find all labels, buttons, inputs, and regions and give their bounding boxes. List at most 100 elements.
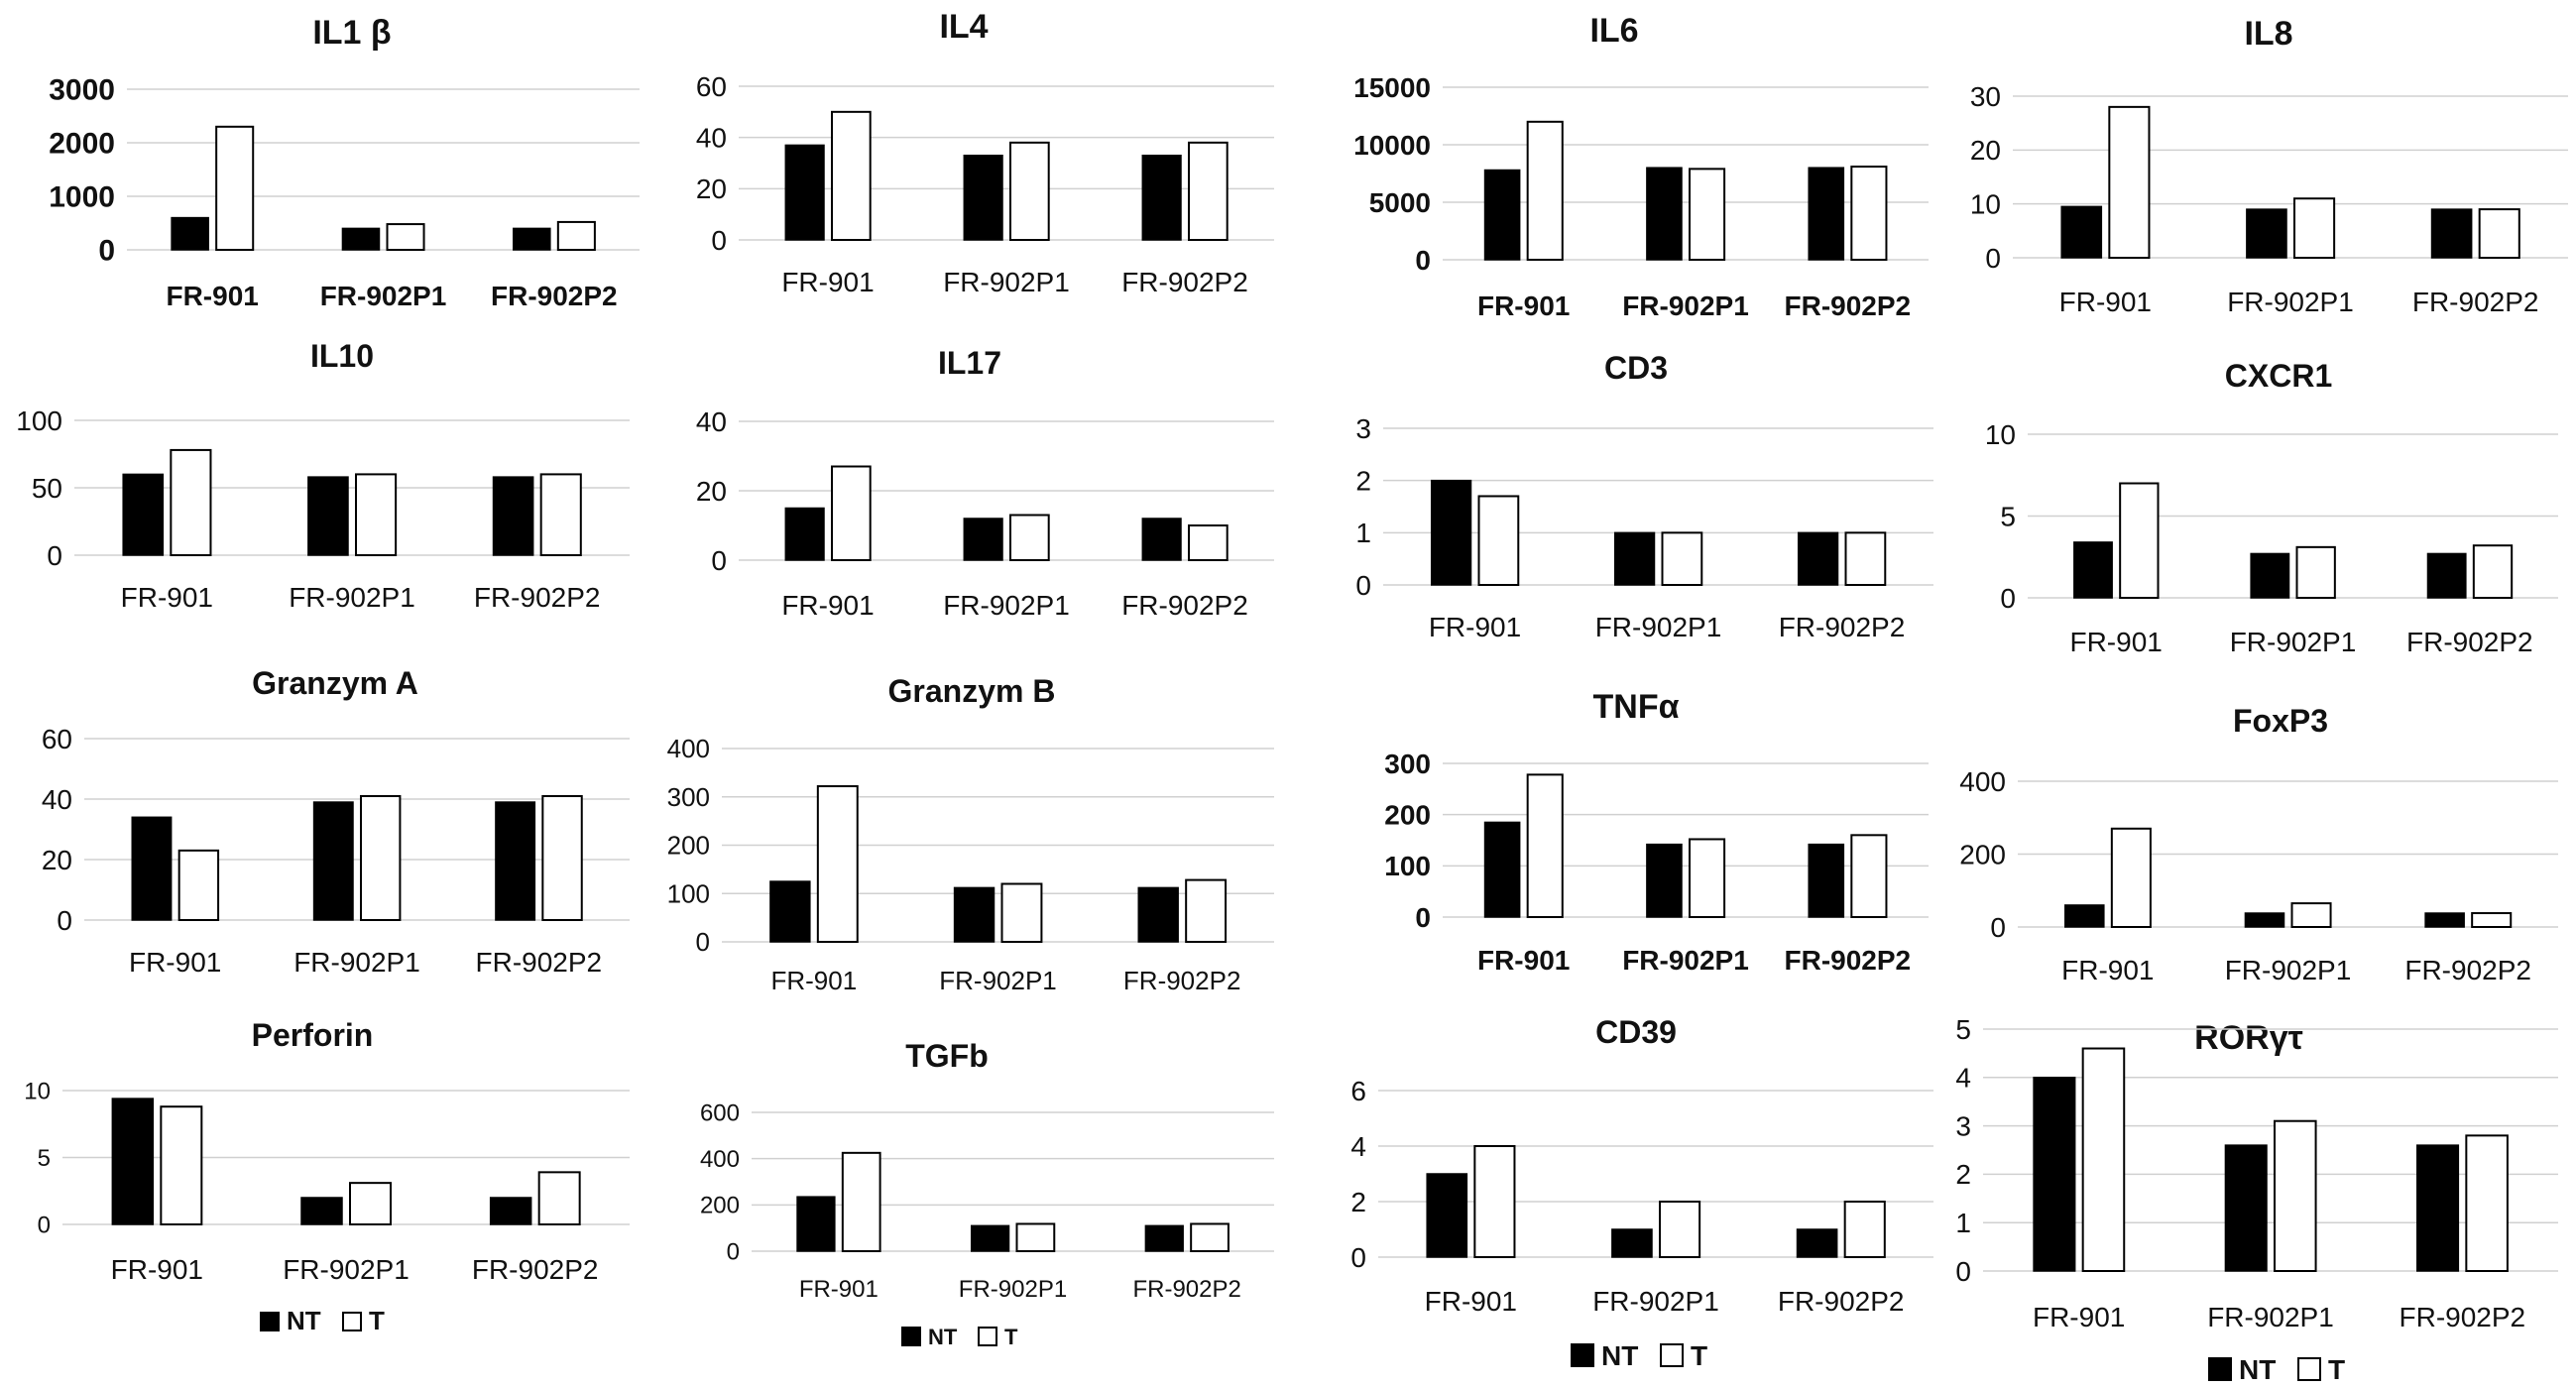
y-tick-label: 400 (1959, 766, 2006, 797)
bar-t-fr-902p1 (1000, 882, 1043, 943)
bar-t-fr-902p1 (1009, 141, 1050, 241)
bar-nt-fr-902p1 (1611, 1228, 1653, 1258)
chart-panel-13: Perforin 0 5 10 FR-901 FR-902P1 FR-902P2 (24, 1017, 630, 1285)
x-tick-label: FR-902P1 (943, 590, 1070, 621)
legend-swatch-nt (1571, 1343, 1594, 1367)
bar-t-fr-902p1 (1689, 168, 1726, 261)
bar-t-fr-902p1 (355, 473, 398, 556)
y-tick-label: 20 (696, 174, 727, 204)
chart-panel-2: IL4 0 20 40 60 FR-901 FR-902P1 FR-902P2 (696, 8, 1274, 297)
bar-nt-fr-902p1 (953, 886, 995, 943)
x-tick-label: FR-902P2 (1779, 612, 1906, 642)
y-tick-label: 0 (47, 540, 62, 571)
bar-t-fr-902p2 (1190, 1222, 1229, 1253)
legend-label-nt: NT (2239, 1354, 2276, 1385)
y-tick-label: 60 (696, 71, 727, 102)
x-tick-label: FR-902P1 (2230, 627, 2357, 657)
legend: NT T (901, 1325, 1018, 1349)
y-tick-label: 0 (1955, 1256, 1971, 1287)
x-tick-label: FR-902P2 (2406, 627, 2533, 657)
x-tick-label: FR-902P2 (474, 582, 601, 613)
chart-panel-11: TNFα 0 100 200 300 FR-901 FR-902P1 FR-902P2 (1384, 688, 1929, 976)
y-tick-label: 0 (727, 1238, 740, 1265)
bar-nt-fr-901 (111, 1098, 155, 1225)
bar-t-fr-902p2 (1850, 834, 1888, 918)
x-tick-label: FR-901 (1429, 612, 1521, 642)
x-tick-label: FR-902P1 (2225, 955, 2352, 985)
chart-title: FoxP3 (2233, 703, 2328, 739)
x-tick-label: FR-902P2 (2400, 1302, 2526, 1332)
bar-nt-fr-902p1 (307, 476, 349, 556)
chart-panel-3: IL6 0 5000 10000 15000 FR-901 FR-902P1 FR-902P2 (1353, 12, 1929, 321)
chart-title: CD3 (1604, 350, 1668, 386)
bar-t-fr-902p1 (2293, 197, 2336, 260)
bar-t-fr-902p2 (1185, 878, 1228, 943)
x-tick-label: FR-902P1 (289, 582, 415, 613)
bar-nt-fr-901 (2073, 541, 2113, 599)
y-tick-label: 600 (700, 1099, 740, 1126)
bar-nt-fr-902p1 (963, 155, 1003, 241)
bar-t-fr-902p2 (1188, 141, 1229, 241)
x-tick-label: FR-901 (2069, 627, 2162, 657)
bar-nt-fr-901 (1426, 1173, 1468, 1258)
bar-t-fr-901 (1473, 1145, 1516, 1258)
bar-nt-fr-901 (2033, 1077, 2076, 1272)
bar-t-fr-901 (831, 465, 872, 561)
y-tick-label: 0 (1985, 243, 2001, 274)
x-tick-label: FR-902P1 (283, 1254, 410, 1285)
legend-swatch-t (1660, 1343, 1684, 1367)
bar-nt-fr-901 (784, 144, 825, 241)
bar-t-fr-901 (2119, 482, 2160, 599)
y-tick-label: 100 (667, 878, 710, 908)
bar-t-fr-902p2 (2478, 208, 2520, 260)
y-tick-label: 15000 (1353, 72, 1431, 103)
x-tick-label: FR-902P1 (939, 966, 1057, 995)
y-tick-label: 2 (1955, 1159, 1971, 1190)
x-tick-label: FR-902P1 (2227, 287, 2354, 317)
y-tick-label: 3 (1955, 1110, 1971, 1141)
bar-nt-fr-902p2 (1808, 167, 1845, 261)
bar-t-fr-901 (841, 1151, 881, 1253)
y-tick-label: 10 (24, 1078, 51, 1104)
chart-panel-4: IL8 0 10 20 30 FR-901 FR-902P1 FR-902P2 (1970, 15, 2568, 317)
y-tick-label: 200 (700, 1193, 740, 1219)
bar-t-fr-902p2 (1843, 1201, 1886, 1258)
chart-panel-16: RORγτ 0 1 2 3 4 5 FR-901 FR-902P1 FR-902P2 (1955, 1014, 2558, 1332)
bar-nt-fr-902p1 (970, 1224, 1010, 1252)
y-tick-label: 20 (1970, 135, 2001, 166)
bar-t-fr-902p1 (2295, 545, 2336, 599)
y-tick-label: 400 (700, 1146, 740, 1173)
chart-title: IL6 (1589, 12, 1638, 50)
y-tick-label: 200 (667, 831, 710, 861)
x-tick-label: FR-902P2 (472, 1254, 599, 1285)
x-tick-label: FR-902P2 (1132, 1276, 1240, 1303)
legend-label-t: T (1691, 1340, 1707, 1371)
bar-nt-fr-902p2 (1797, 531, 1839, 586)
y-tick-label: 1 (1355, 518, 1371, 548)
bar-nt-fr-901 (131, 816, 173, 921)
x-tick-label: FR-901 (799, 1276, 878, 1303)
bar-t-fr-902p1 (1015, 1222, 1056, 1253)
x-tick-label: FR-902P1 (320, 281, 447, 311)
bar-nt-fr-901 (1483, 169, 1521, 261)
bar-t-fr-901 (1477, 495, 1520, 587)
chart-panel-15: CD39 0 2 4 6 FR-901 FR-902P1 FR-902P2 (1350, 1014, 1933, 1317)
chart-title: CXCR1 (2225, 358, 2332, 394)
x-tick-label: FR-902P2 (1785, 290, 1912, 321)
bar-nt-fr-902p1 (1646, 167, 1683, 261)
legend-swatch-t (2297, 1357, 2321, 1381)
bar-t-fr-902p2 (537, 1171, 581, 1225)
x-tick-label: FR-902P2 (1121, 590, 1248, 621)
y-tick-label: 2 (1355, 465, 1371, 496)
legend: NT T (1571, 1340, 1707, 1371)
bar-t-fr-902p1 (1009, 514, 1050, 561)
bar-t-fr-901 (2108, 105, 2151, 259)
bar-nt-fr-902p1 (2224, 1144, 2268, 1272)
bar-nt-fr-902p1 (300, 1197, 343, 1225)
x-tick-label: FR-901 (1425, 1286, 1517, 1317)
bar-t-fr-901 (2110, 827, 2152, 929)
chart-panel-10: Granzym B 0 100 200 300 400 FR-901 FR-902P1 FR-9… (667, 673, 1274, 995)
x-tick-label: FR-902P1 (943, 267, 1070, 297)
bar-t-fr-902p2 (2472, 544, 2514, 600)
